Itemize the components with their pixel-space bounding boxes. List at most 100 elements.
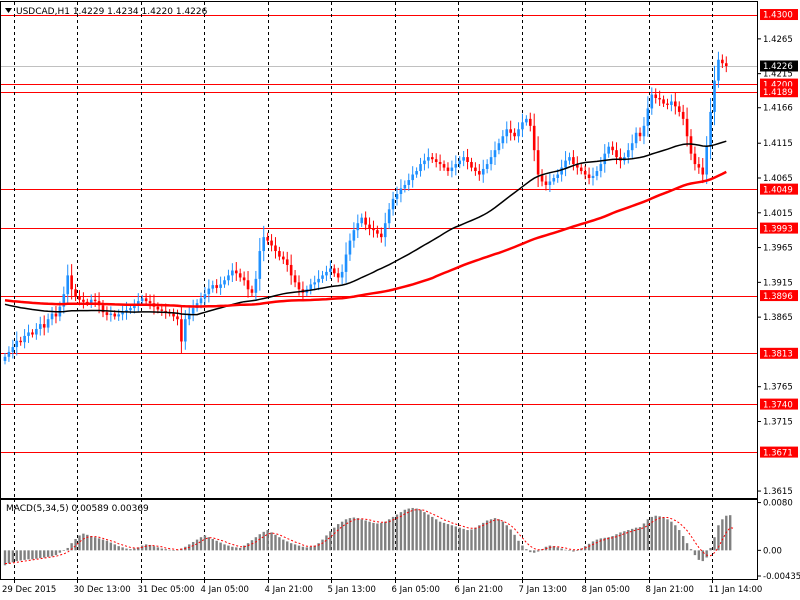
candle[interactable]: [31, 329, 34, 338]
candle[interactable]: [638, 127, 642, 142]
candle[interactable]: [611, 141, 614, 155]
candle[interactable]: [544, 175, 548, 191]
candle[interactable]: [509, 120, 512, 141]
candle[interactable]: [497, 138, 501, 155]
candle[interactable]: [329, 260, 332, 279]
candle[interactable]: [466, 148, 469, 170]
candle[interactable]: [603, 144, 607, 173]
candle[interactable]: [674, 92, 677, 115]
candle[interactable]: [430, 152, 434, 163]
candle[interactable]: [219, 276, 222, 295]
candle[interactable]: [62, 286, 66, 314]
candle[interactable]: [27, 324, 30, 343]
candle[interactable]: [391, 191, 395, 216]
candle[interactable]: [242, 271, 246, 286]
candle[interactable]: [407, 173, 411, 191]
candle[interactable]: [262, 225, 266, 262]
candle[interactable]: [438, 154, 442, 171]
candle[interactable]: [724, 56, 728, 73]
candle[interactable]: [23, 329, 26, 349]
candle[interactable]: [591, 167, 595, 186]
candle[interactable]: [360, 213, 364, 227]
candle[interactable]: [650, 87, 654, 115]
candle[interactable]: [274, 237, 277, 259]
candle[interactable]: [176, 309, 179, 326]
candle[interactable]: [634, 127, 638, 149]
candle[interactable]: [325, 265, 328, 281]
candle[interactable]: [266, 232, 269, 245]
candle[interactable]: [250, 285, 254, 297]
candle[interactable]: [474, 162, 477, 176]
candle[interactable]: [35, 323, 38, 340]
candle[interactable]: [709, 97, 712, 160]
candle[interactable]: [583, 165, 587, 180]
candle[interactable]: [560, 159, 563, 182]
candle[interactable]: [454, 155, 458, 176]
candle[interactable]: [372, 220, 375, 238]
candle[interactable]: [721, 54, 724, 69]
candle[interactable]: [654, 88, 658, 104]
candle[interactable]: [579, 163, 583, 175]
candle[interactable]: [109, 306, 113, 322]
candle[interactable]: [227, 269, 230, 286]
candle[interactable]: [46, 313, 50, 333]
candle[interactable]: [528, 112, 532, 132]
candle[interactable]: [105, 306, 109, 321]
candle[interactable]: [74, 283, 77, 302]
candle[interactable]: [662, 95, 665, 108]
candle[interactable]: [470, 157, 473, 172]
candle[interactable]: [50, 306, 54, 326]
candle[interactable]: [485, 159, 489, 174]
candle[interactable]: [54, 306, 58, 324]
candle[interactable]: [458, 156, 462, 169]
candle[interactable]: [630, 134, 634, 158]
candle[interactable]: [289, 254, 293, 285]
candle[interactable]: [215, 279, 218, 294]
candle[interactable]: [278, 246, 281, 261]
candle[interactable]: [19, 336, 22, 346]
candle[interactable]: [364, 211, 367, 231]
candle[interactable]: [184, 310, 187, 350]
candle[interactable]: [564, 151, 567, 177]
candle[interactable]: [493, 141, 497, 165]
candle[interactable]: [478, 164, 481, 181]
candle[interactable]: [626, 143, 630, 164]
candle[interactable]: [317, 270, 320, 291]
candle[interactable]: [446, 162, 450, 176]
candle[interactable]: [505, 121, 509, 144]
candle[interactable]: [576, 156, 579, 175]
candle[interactable]: [282, 251, 285, 265]
candle[interactable]: [70, 264, 73, 300]
candle[interactable]: [517, 122, 520, 143]
candle[interactable]: [340, 264, 344, 285]
candle[interactable]: [552, 174, 556, 185]
candle[interactable]: [658, 90, 661, 106]
candle[interactable]: [701, 158, 705, 184]
candle[interactable]: [376, 225, 379, 238]
candle[interactable]: [521, 113, 524, 138]
candle[interactable]: [399, 179, 403, 203]
candle[interactable]: [717, 51, 720, 88]
candle[interactable]: [172, 308, 175, 322]
candle[interactable]: [191, 299, 195, 322]
candle[interactable]: [693, 146, 697, 171]
candle[interactable]: [615, 142, 618, 165]
candle[interactable]: [642, 117, 646, 145]
candle[interactable]: [501, 130, 505, 149]
candle[interactable]: [11, 339, 15, 359]
candle[interactable]: [7, 346, 11, 362]
candle[interactable]: [133, 299, 136, 314]
candle[interactable]: [42, 315, 46, 336]
candle[interactable]: [532, 113, 536, 162]
candle[interactable]: [368, 217, 371, 236]
candle[interactable]: [223, 276, 226, 288]
candle[interactable]: [187, 306, 191, 326]
candle[interactable]: [415, 167, 418, 178]
candle[interactable]: [38, 316, 42, 336]
candle[interactable]: [332, 264, 336, 277]
candle[interactable]: [595, 166, 599, 181]
candle[interactable]: [136, 293, 140, 313]
candle[interactable]: [513, 128, 516, 141]
triangle-down-icon[interactable]: [5, 8, 12, 13]
candle[interactable]: [395, 186, 399, 206]
